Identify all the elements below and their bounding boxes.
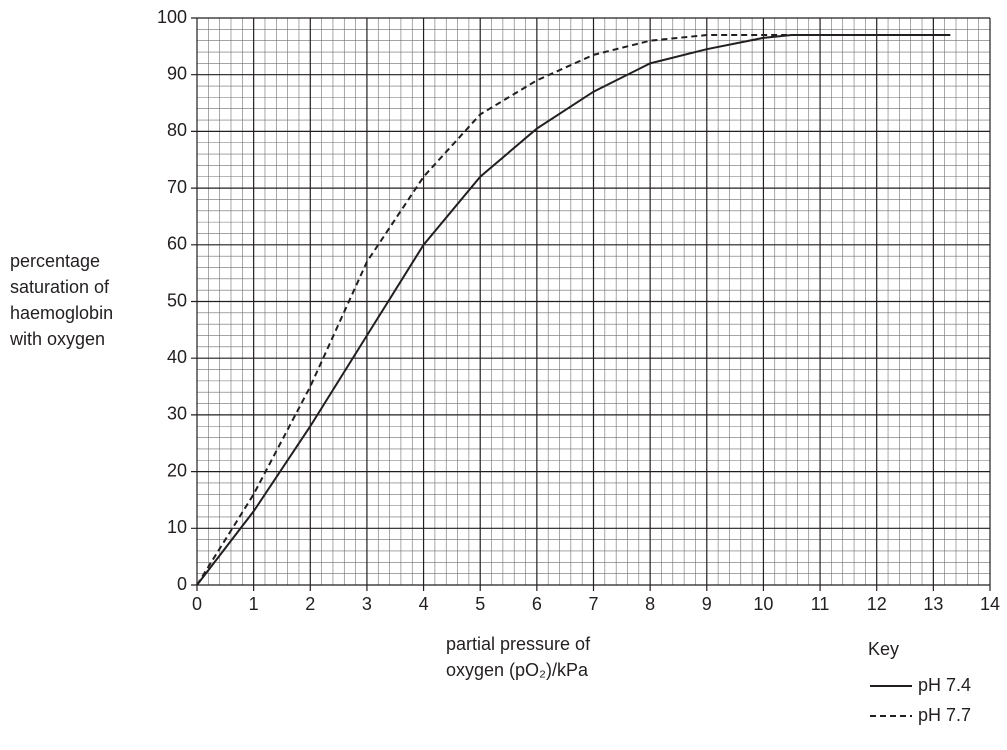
x-tick-label: 4 xyxy=(419,594,429,614)
y-tick-label: 50 xyxy=(167,290,187,310)
y-tick-label: 40 xyxy=(167,347,187,367)
x-tick-label: 12 xyxy=(867,594,887,614)
y-tick-label: 80 xyxy=(167,120,187,140)
x-axis-label: oxygen (pO₂)/kPa xyxy=(446,660,589,680)
y-tick-label: 10 xyxy=(167,517,187,537)
y-axis-label: with oxygen xyxy=(9,329,105,349)
x-tick-label: 2 xyxy=(305,594,315,614)
y-tick-label: 30 xyxy=(167,404,187,424)
y-axis-label: percentage xyxy=(10,251,100,271)
y-tick-label: 0 xyxy=(177,574,187,594)
legend-title: Key xyxy=(868,639,899,659)
x-tick-label: 1 xyxy=(249,594,259,614)
x-tick-label: 3 xyxy=(362,594,372,614)
x-tick-label: 5 xyxy=(475,594,485,614)
x-tick-label: 11 xyxy=(811,594,830,614)
y-tick-label: 90 xyxy=(167,63,187,83)
x-tick-label: 8 xyxy=(645,594,655,614)
y-tick-label: 100 xyxy=(157,7,187,27)
x-tick-label: 10 xyxy=(753,594,773,614)
legend-label: pH 7.4 xyxy=(918,675,971,695)
x-tick-label: 7 xyxy=(588,594,598,614)
grid xyxy=(191,17,991,591)
x-tick-label: 6 xyxy=(532,594,542,614)
data-line xyxy=(196,34,792,586)
y-tick-label: 20 xyxy=(167,460,187,480)
y-tick-label: 60 xyxy=(167,234,187,254)
y-axis-label: haemoglobin xyxy=(10,303,113,323)
x-tick-label: 14 xyxy=(980,594,1000,614)
x-tick-label: 0 xyxy=(192,594,202,614)
x-tick-label: 9 xyxy=(702,594,712,614)
y-axis-label: saturation of xyxy=(10,277,110,297)
data-line xyxy=(196,34,951,586)
x-tick-label: 13 xyxy=(923,594,943,614)
y-tick-label: 70 xyxy=(167,177,187,197)
x-axis-label: partial pressure of xyxy=(446,634,591,654)
legend-label: pH 7.7 xyxy=(918,705,971,725)
